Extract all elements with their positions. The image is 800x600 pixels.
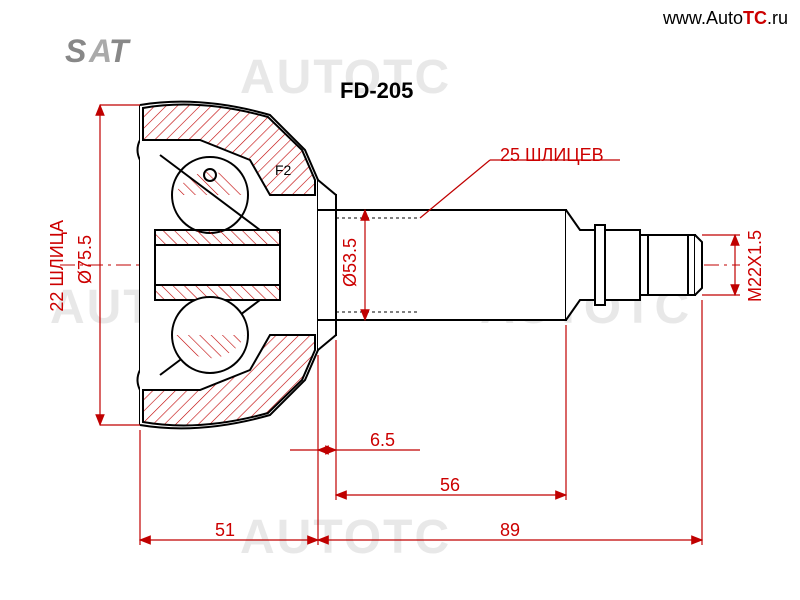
- dia-outer-label: Ø75.5: [75, 235, 96, 284]
- dim-56: 56: [440, 475, 460, 496]
- technical-drawing: F2: [0, 0, 800, 600]
- splines-right-label: 25 ШЛИЦЕВ: [500, 145, 604, 166]
- thread-label: M22X1.5: [745, 230, 766, 302]
- dia-shaft-label: Ø53.5: [340, 238, 361, 287]
- splines-left-label: 22 ШЛИЦА: [47, 220, 68, 312]
- dim-51: 51: [215, 520, 235, 541]
- dim-89: 89: [500, 520, 520, 541]
- f2-label: F2: [275, 162, 292, 178]
- dim-6-5: 6.5: [370, 430, 395, 451]
